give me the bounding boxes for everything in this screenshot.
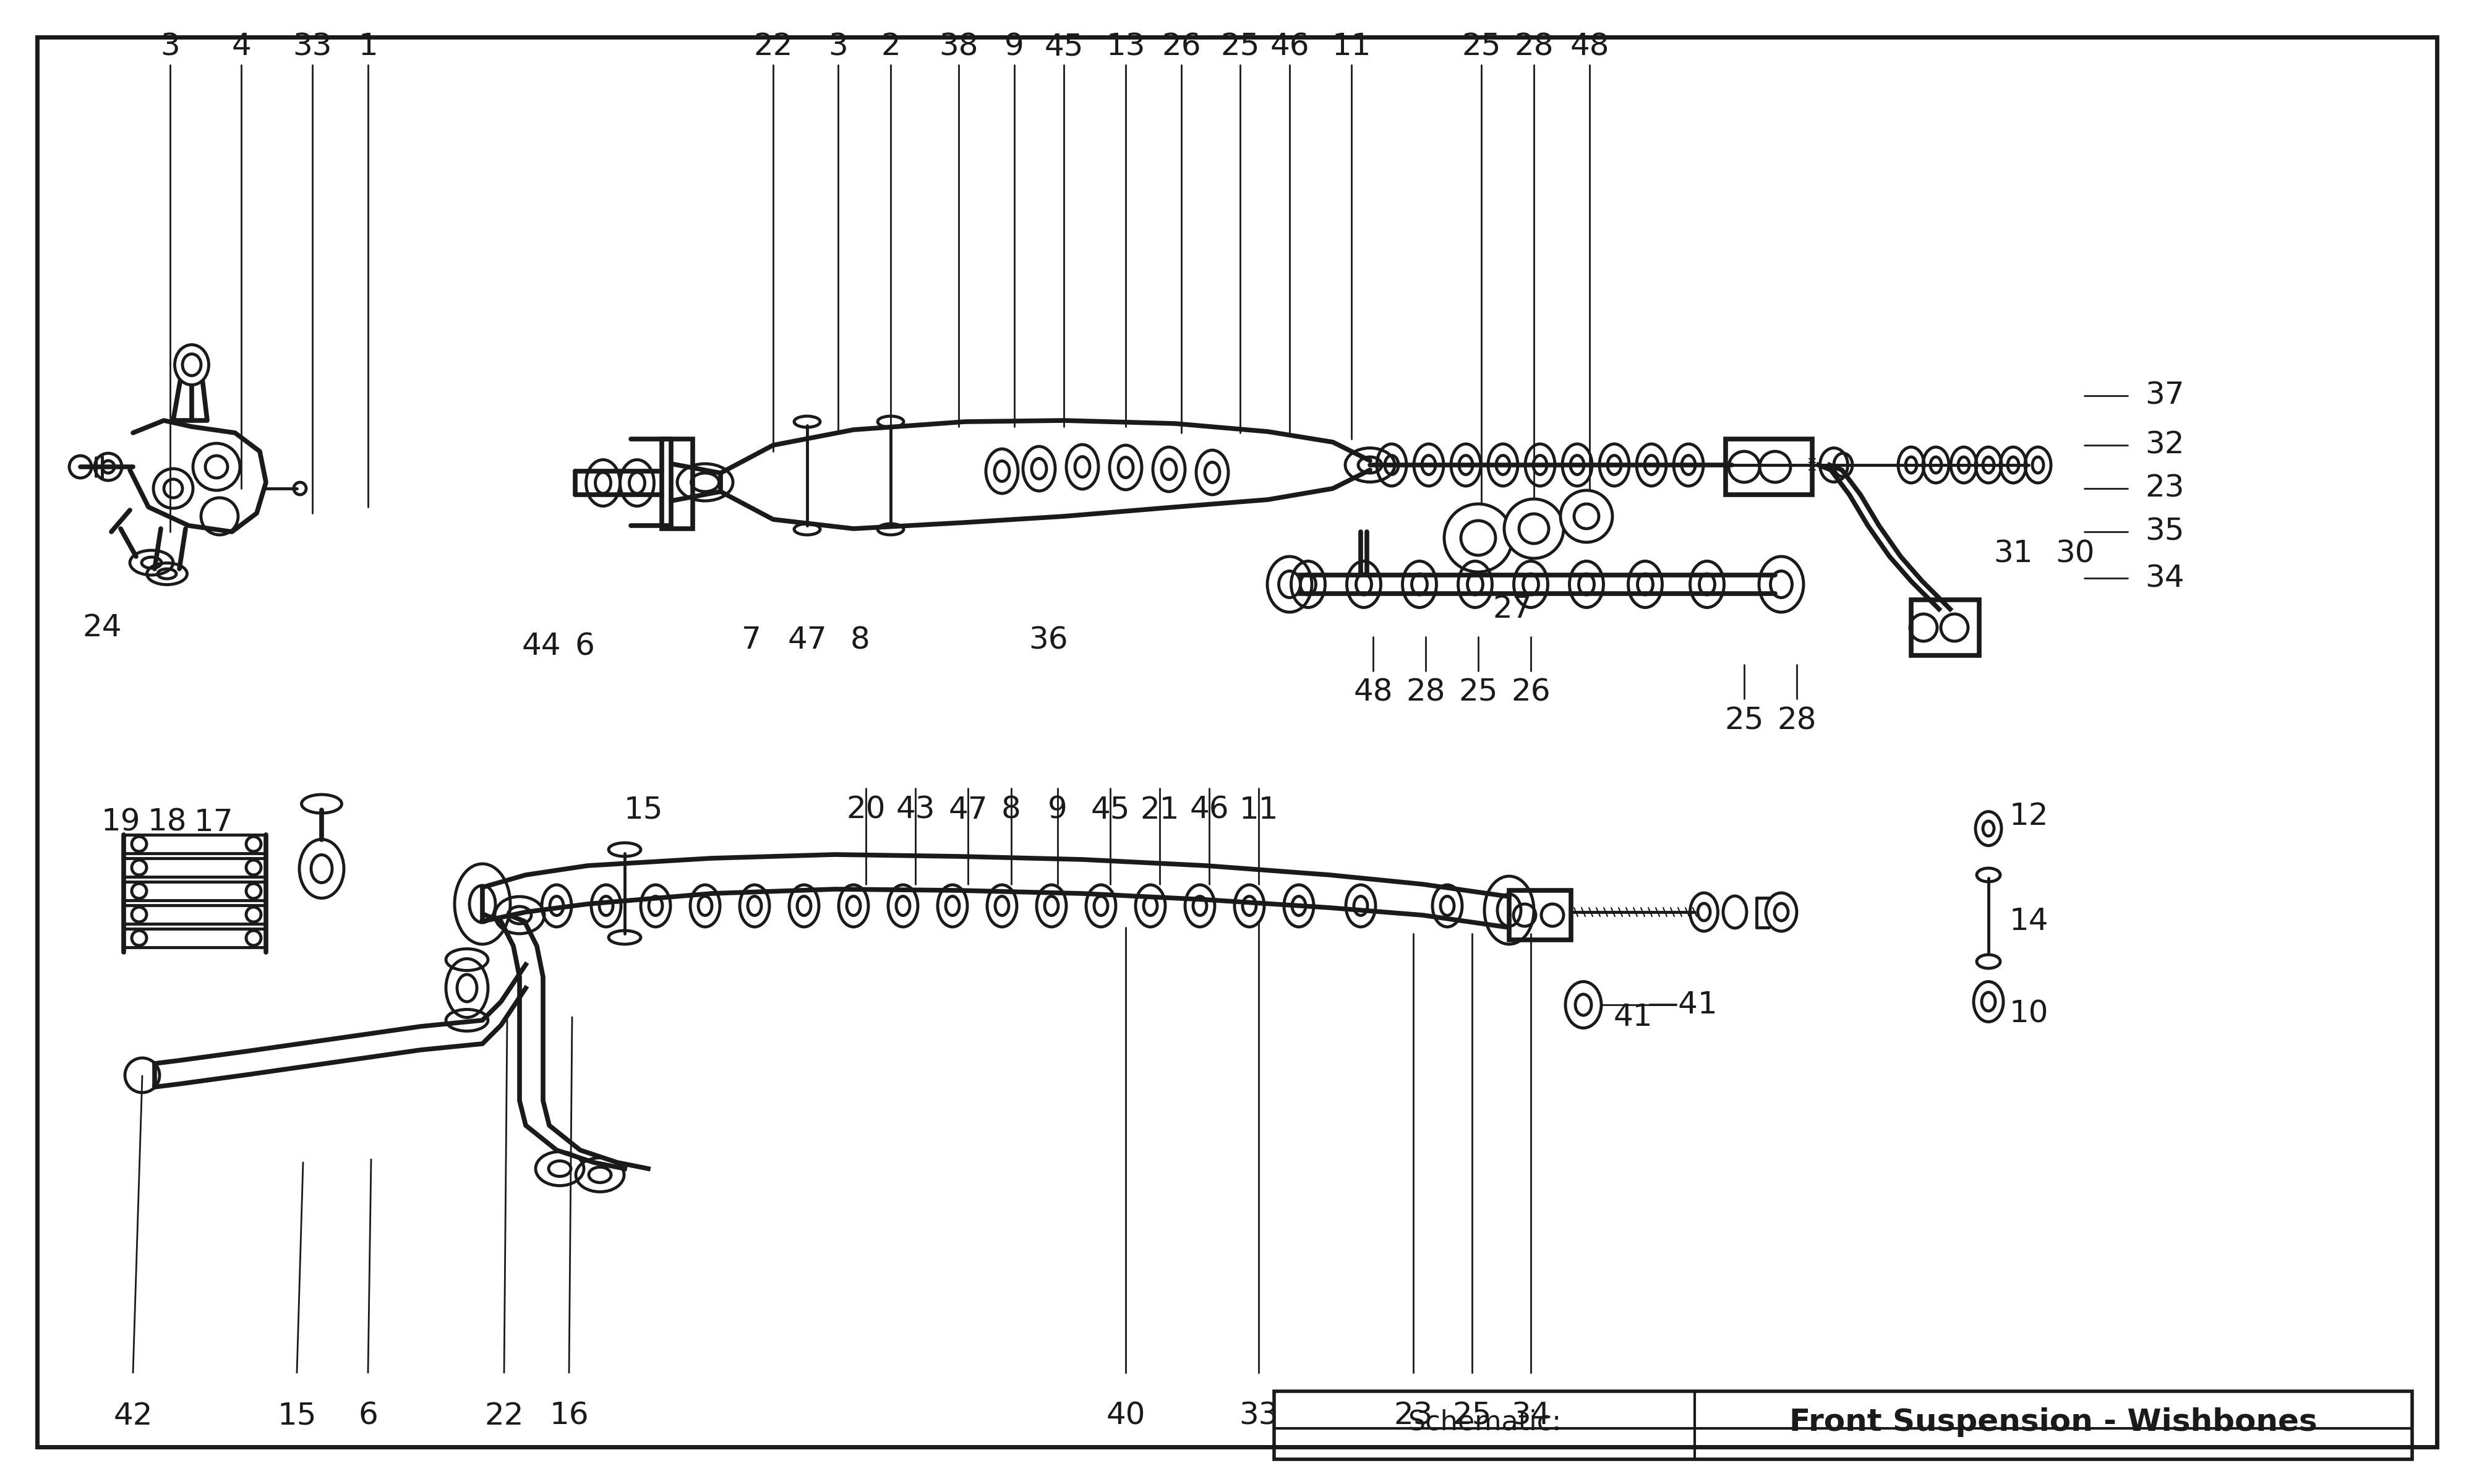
Text: Schematic:: Schematic: (1408, 1408, 1561, 1435)
Text: 23: 23 (1393, 1401, 1432, 1431)
Text: 34: 34 (2145, 564, 2185, 594)
Text: 28: 28 (1405, 678, 1445, 708)
Text: 12: 12 (2009, 801, 2048, 831)
Text: 18: 18 (148, 807, 186, 837)
Text: 41: 41 (1613, 1002, 1653, 1031)
Text: 40: 40 (1106, 1401, 1145, 1431)
Text: 30: 30 (2056, 539, 2095, 568)
Bar (124, 834, 267, 853)
Text: 25: 25 (1452, 1401, 1492, 1431)
Text: 47: 47 (948, 795, 987, 825)
Text: 46: 46 (1190, 795, 1230, 825)
Text: 28: 28 (1514, 31, 1554, 61)
Text: 6: 6 (574, 631, 594, 660)
Text: 1: 1 (359, 31, 379, 61)
Text: 14: 14 (2009, 907, 2048, 936)
Text: 22: 22 (485, 1401, 524, 1431)
Text: 11: 11 (1331, 31, 1371, 61)
Text: 23: 23 (2145, 473, 2185, 503)
Bar (1727, 439, 1811, 494)
Text: —41: —41 (1648, 990, 1717, 1020)
Text: 31: 31 (1994, 539, 2034, 568)
Text: 25: 25 (1724, 705, 1764, 735)
Text: 45: 45 (1044, 31, 1084, 61)
Text: 26: 26 (1163, 31, 1200, 61)
Text: 37: 37 (2145, 381, 2185, 411)
Circle shape (1561, 490, 1613, 542)
Text: 48: 48 (1353, 678, 1393, 708)
Text: 7: 7 (742, 625, 762, 654)
Text: 10: 10 (2009, 999, 2048, 1028)
Text: 8: 8 (1002, 795, 1022, 825)
Text: 6: 6 (359, 1401, 379, 1431)
Text: 38: 38 (940, 31, 977, 61)
Text: 32: 32 (2145, 430, 2185, 460)
Text: 43: 43 (896, 795, 935, 825)
Text: 48: 48 (1571, 31, 1608, 61)
Text: 24: 24 (82, 613, 121, 643)
Text: 25: 25 (1460, 678, 1497, 708)
Bar (124, 881, 267, 901)
Bar (124, 905, 267, 923)
Text: 45: 45 (1091, 795, 1131, 825)
Text: 25: 25 (1220, 31, 1259, 61)
Text: 3: 3 (161, 31, 181, 61)
Text: 34: 34 (1512, 1401, 1551, 1431)
Text: 9: 9 (1049, 795, 1066, 825)
Text: 20: 20 (846, 795, 886, 825)
Text: 21: 21 (1141, 795, 1180, 825)
Text: 13: 13 (1106, 31, 1145, 61)
Text: 26: 26 (1512, 678, 1551, 708)
Text: 27: 27 (1492, 594, 1531, 623)
Circle shape (1504, 499, 1564, 558)
Text: 36: 36 (1029, 625, 1069, 654)
Bar (1274, 1392, 2412, 1459)
Text: 17: 17 (193, 807, 233, 837)
Text: Front Suspension - Wishbones: Front Suspension - Wishbones (1789, 1407, 2318, 1437)
Text: 8: 8 (851, 625, 868, 654)
Text: 46: 46 (1269, 31, 1309, 61)
Text: 2: 2 (881, 31, 901, 61)
Bar (124, 858, 267, 877)
Ellipse shape (176, 344, 208, 384)
Bar (1509, 890, 1571, 939)
Circle shape (1445, 505, 1512, 571)
Bar (1910, 600, 1979, 656)
Text: 42: 42 (114, 1401, 153, 1431)
Text: 9: 9 (1004, 31, 1024, 61)
Text: 11: 11 (1239, 795, 1279, 825)
Text: 15: 15 (623, 795, 663, 825)
Text: 35: 35 (2145, 516, 2185, 546)
Bar (124, 929, 267, 947)
Text: 15: 15 (277, 1401, 317, 1431)
Text: 33: 33 (292, 31, 332, 61)
Text: 4: 4 (233, 31, 250, 61)
Text: 19: 19 (101, 807, 141, 837)
Text: 3: 3 (829, 31, 849, 61)
Text: 44: 44 (522, 631, 562, 660)
Text: 22: 22 (755, 31, 792, 61)
Text: 25: 25 (1462, 31, 1502, 61)
Text: 33: 33 (1239, 1401, 1279, 1431)
Bar (663, 439, 693, 528)
Text: 28: 28 (1776, 705, 1816, 735)
Text: 47: 47 (787, 625, 826, 654)
Text: 16: 16 (549, 1401, 589, 1431)
